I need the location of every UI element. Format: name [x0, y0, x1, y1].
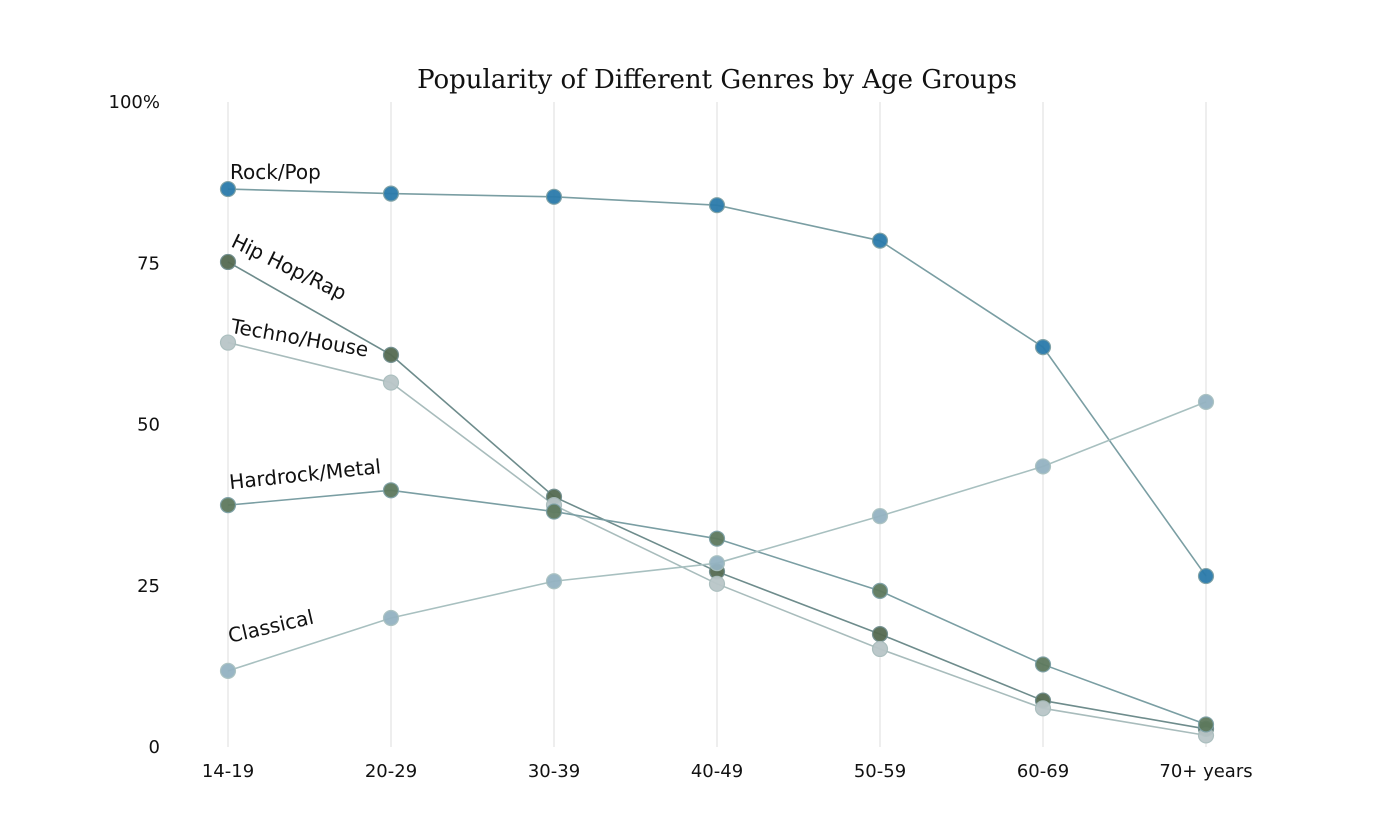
series-label: Hip Hop/Rap	[228, 229, 351, 305]
data-point	[382, 482, 400, 499]
x-tick-label: 70+ years	[1159, 761, 1252, 782]
data-point	[545, 573, 563, 590]
y-axis-ticks: 0 25 50 75 100%	[109, 92, 160, 758]
data-point	[1034, 339, 1052, 356]
x-tick-label: 14-19	[202, 761, 254, 782]
series-label: Rock/Pop	[230, 160, 321, 184]
data-point	[545, 188, 563, 205]
data-point	[1034, 700, 1052, 717]
y-tick-label: 100%	[109, 92, 160, 113]
data-point	[871, 626, 889, 643]
y-tick-label: 50	[137, 415, 160, 436]
series-labels: Rock/Pop Hip Hop/Rap Techno/House Hardrock/…	[226, 160, 382, 648]
data-point	[708, 197, 726, 214]
data-point	[871, 232, 889, 249]
data-point	[219, 662, 237, 679]
y-tick-label: 75	[137, 253, 160, 274]
data-point	[219, 180, 237, 198]
data-point	[1197, 567, 1215, 585]
series-label: Techno/House	[228, 314, 370, 362]
series-label: Classical	[226, 605, 316, 648]
y-tick-label: 0	[149, 737, 160, 758]
data-point	[708, 530, 726, 547]
data-point	[708, 575, 726, 592]
data-point	[871, 640, 889, 658]
data-point	[382, 374, 400, 391]
data-point	[871, 507, 889, 525]
data-point	[1034, 656, 1052, 673]
x-tick-label: 40-49	[691, 761, 743, 782]
data-point	[708, 555, 726, 572]
x-tick-label: 20-29	[365, 761, 417, 782]
data-point	[382, 185, 400, 202]
series-points	[219, 180, 1215, 744]
data-point	[219, 253, 237, 271]
data-point	[871, 582, 889, 600]
data-point	[382, 609, 400, 627]
data-point	[219, 497, 237, 514]
data-point	[382, 346, 400, 363]
x-tick-label: 60-69	[1017, 761, 1069, 782]
data-point	[219, 334, 237, 351]
data-point	[1197, 393, 1215, 411]
x-tick-label: 30-39	[528, 761, 580, 782]
series-label: Hardrock/Metal	[228, 454, 382, 494]
chart-title: Popularity of Different Genres by Age Gr…	[417, 65, 1017, 95]
data-point	[1034, 458, 1052, 475]
x-tick-label: 50-59	[854, 761, 906, 782]
x-axis-ticks: 14-19 20-29 30-39 40-49 50-59 60-69 70+ years	[202, 761, 1253, 782]
y-tick-label: 25	[137, 576, 160, 597]
data-point	[545, 503, 563, 520]
data-point	[1197, 716, 1215, 733]
